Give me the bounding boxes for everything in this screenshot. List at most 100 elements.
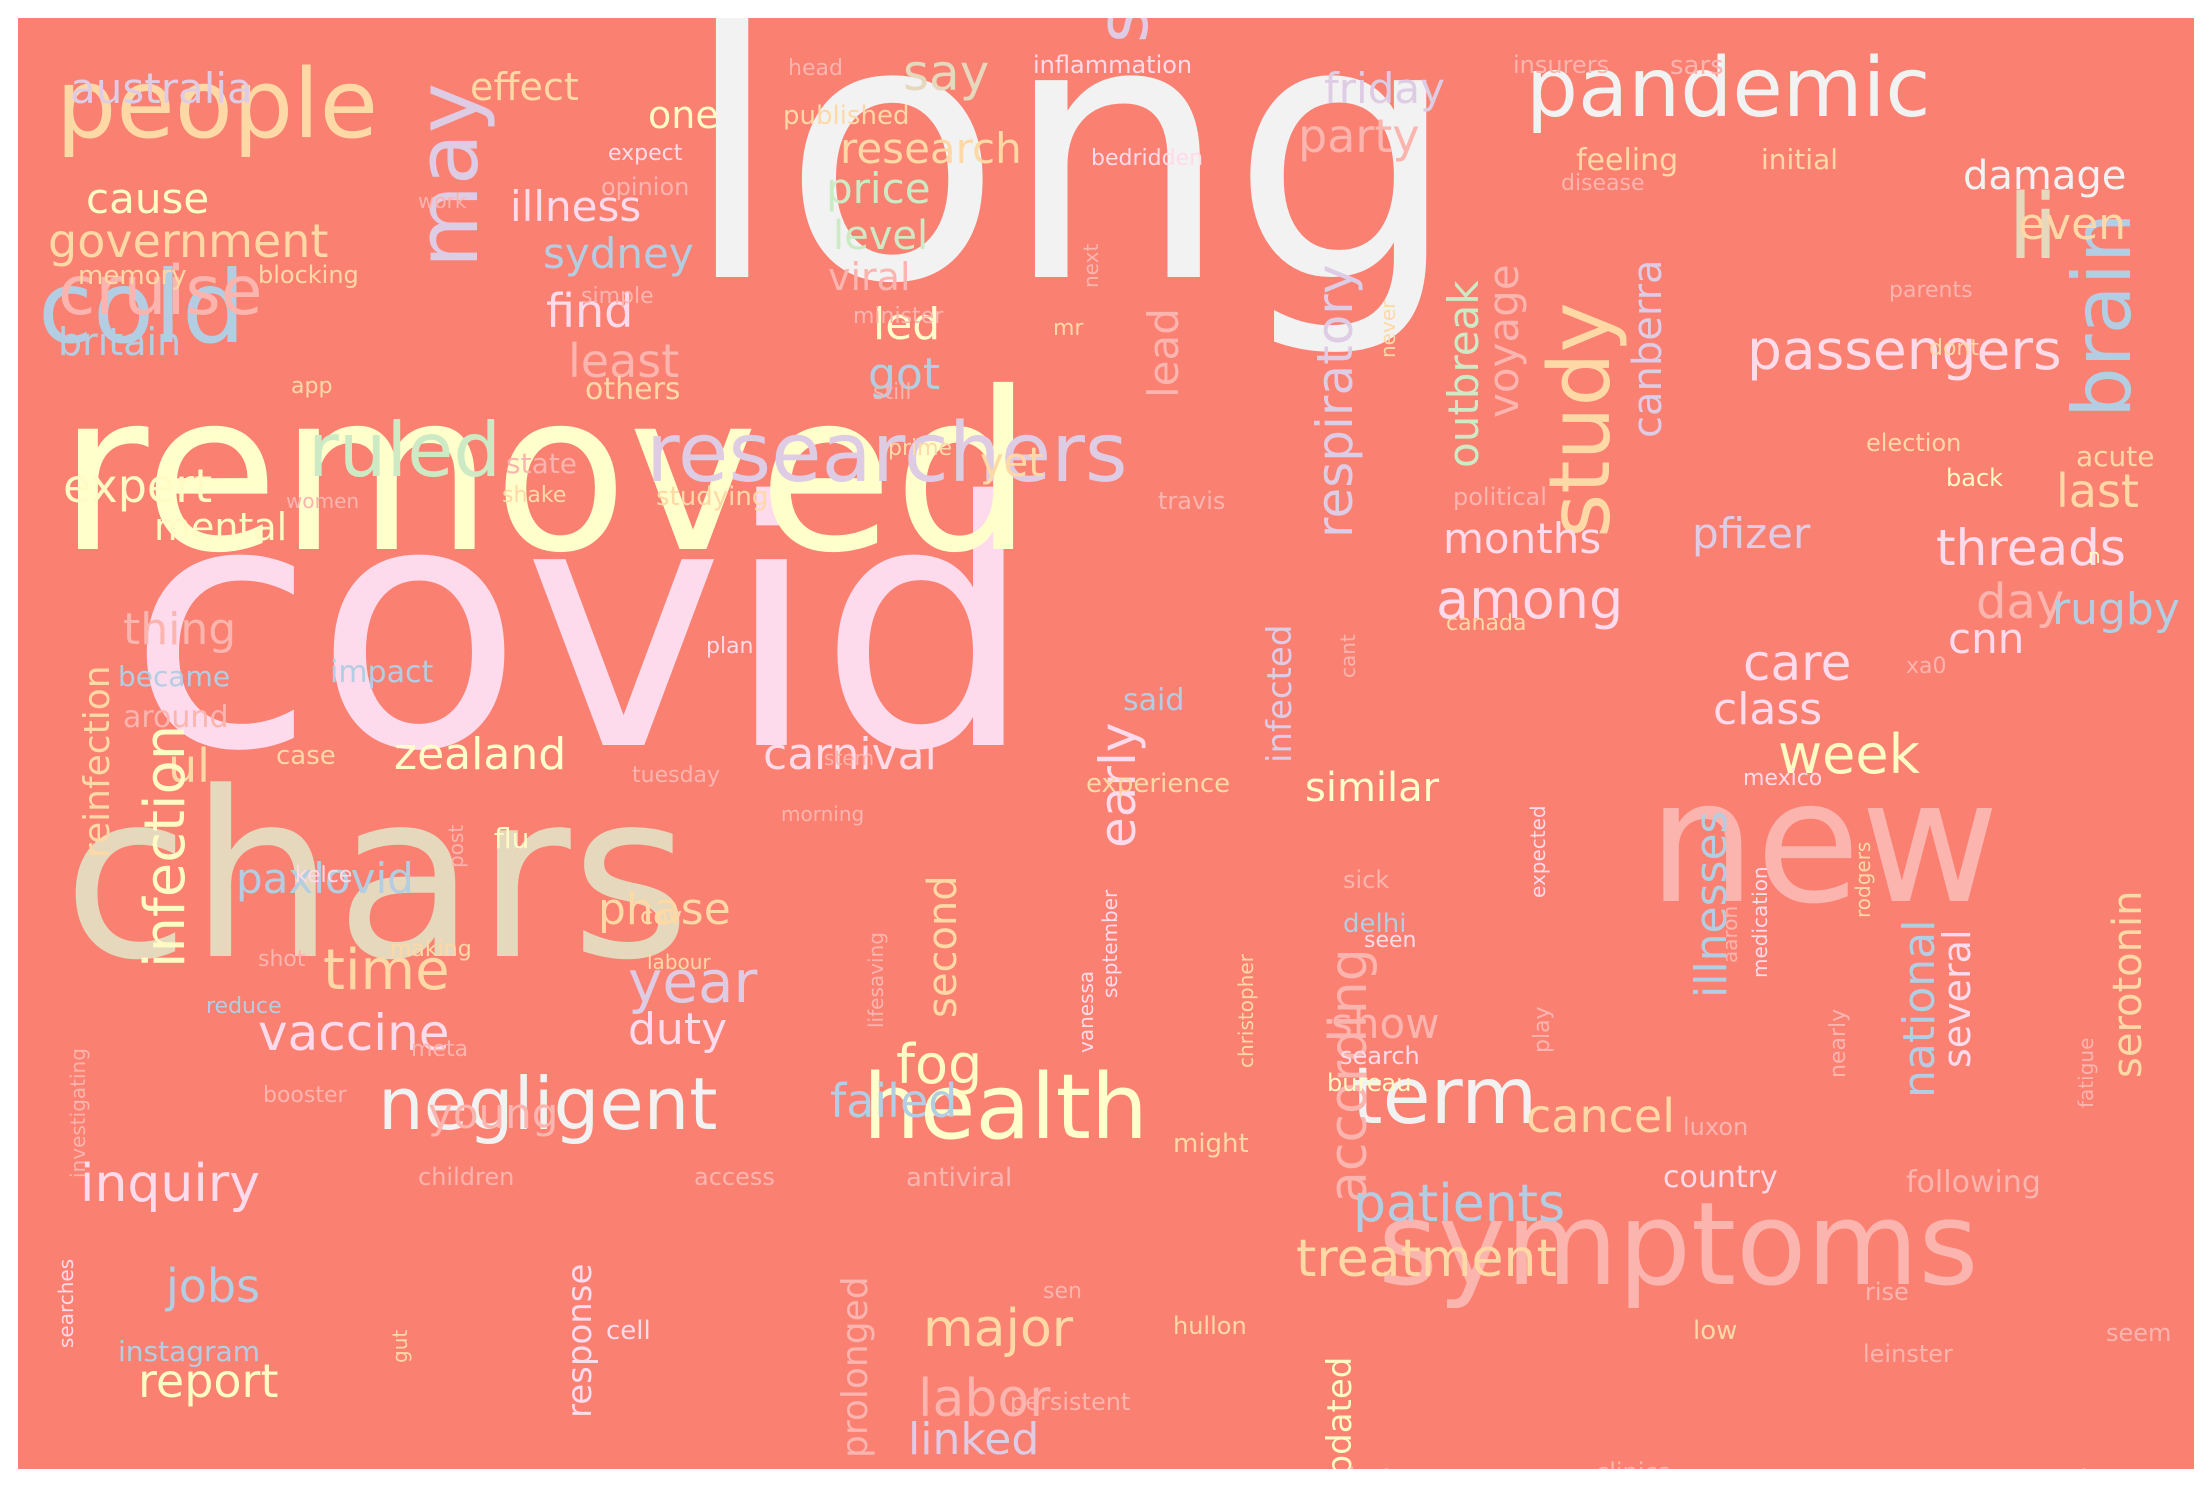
word-voyage: voyage [1479, 264, 1528, 418]
word-seen: seen [1364, 928, 1417, 953]
word-pfizer: pfizer [1692, 509, 1811, 558]
word-damage: damage [1963, 153, 2127, 199]
word-thing: thing [123, 604, 237, 655]
word-report: report [138, 1354, 279, 1408]
word-luxon: luxon [1683, 1113, 1749, 1141]
word-inflammation: inflammation [1033, 51, 1193, 79]
word-antiviral: antiviral [906, 1163, 1013, 1193]
word-duty: duty [628, 1004, 728, 1055]
word-meta: meta [411, 1037, 469, 1062]
word-aaron: aaron [1718, 905, 1742, 963]
word-flu: flu [494, 822, 530, 855]
word-initial: initial [1761, 143, 1838, 176]
word-disease: disease [1561, 171, 1645, 196]
word-effect: effect [470, 65, 579, 109]
word-canada: canada [1446, 611, 1527, 636]
word-impact: impact [330, 655, 434, 690]
word-mr: mr [1053, 316, 1084, 341]
word-access: access [694, 1163, 775, 1191]
word-sick: sick [1343, 866, 1390, 894]
word-illnesses: illnesses [1686, 810, 1737, 998]
word-memory: memory [78, 261, 187, 291]
word-labor: labor [918, 1369, 1051, 1429]
word-cause: cause [86, 174, 210, 223]
word-hullon: hullon [1173, 1312, 1247, 1340]
word-one: one [648, 93, 719, 137]
word-clinics: clinics [1596, 1460, 1670, 1469]
word-studying: studying [656, 482, 769, 512]
word-mexico: mexico [1743, 766, 1823, 791]
word-time: time [323, 938, 450, 1003]
word-prolonged: prolonged [835, 1276, 876, 1458]
word-searches: searches [54, 1258, 78, 1348]
word-medication: medication [1748, 866, 1772, 978]
word-tuesday: tuesday [632, 763, 721, 788]
word-australia: australia [70, 64, 253, 113]
word-sen: sen [1043, 1279, 1082, 1304]
word-simple: simple [581, 284, 654, 309]
word-expected: expected [1526, 805, 1550, 898]
word-carnival: carnival [763, 729, 937, 780]
word-symptoms: symptoms [1378, 1178, 1979, 1312]
word-class: class [1713, 684, 1823, 735]
word-fog: fog [896, 1033, 983, 1096]
word-failed: failed [830, 1074, 958, 1128]
word-mental: mental [154, 505, 288, 549]
word-months: months [1443, 514, 1602, 563]
word-christopher: christopher [1234, 954, 1258, 1068]
word-children: children [418, 1163, 515, 1191]
word-rodgers: rodgers [1851, 841, 1875, 918]
word-instagram: instagram [118, 1335, 260, 1368]
word-expert: expert [63, 459, 213, 513]
word-several: several [1935, 929, 1979, 1068]
word-ruled: ruled [308, 406, 501, 494]
word-new: new [1648, 744, 2000, 942]
word-say: say [903, 44, 990, 102]
word-threads: threads [1936, 519, 2126, 577]
word-lead: lead [1139, 308, 1188, 398]
word-opinion: opinion [601, 173, 690, 201]
word-university: university [2190, 1030, 2194, 1228]
word-paxlovid: paxlovid [236, 854, 414, 903]
word-viral: viral [828, 255, 911, 299]
word-covid: covid [128, 430, 1035, 826]
word-post: post [444, 824, 468, 868]
word-yet: yet [980, 440, 1044, 486]
word-election: election [1866, 429, 1962, 457]
word-reinfection: reinfection [77, 665, 118, 858]
word-shot: shot [258, 947, 306, 972]
word-political: political [1453, 483, 1547, 511]
word-rise: rise [1865, 1278, 1909, 1306]
word-september: september [1098, 889, 1122, 998]
word-sars: sars [1670, 51, 1724, 81]
word-delhi: delhi [1343, 909, 1407, 939]
word-even: even [2018, 199, 2127, 250]
word-vanessa: vanessa [1074, 970, 1098, 1053]
word-acute: acute [2076, 440, 2155, 473]
word-health: health [863, 1055, 1148, 1160]
word-fatigue: fatigue [2074, 1037, 2098, 1108]
word-got: got [868, 349, 941, 400]
word-may: may [399, 82, 498, 268]
word-low: low [1693, 1316, 1738, 1346]
word-inquiry: inquiry [80, 1154, 260, 1214]
word-dont: dont [1929, 336, 1979, 361]
word-serotonin: serotonin [2105, 890, 2151, 1078]
word-zealand: zealand [394, 729, 567, 780]
word-friday: friday [1324, 64, 1445, 113]
word-women: women [286, 489, 360, 513]
word-results: results [1708, 1468, 1788, 1469]
word-young: young [428, 1089, 559, 1138]
word-illness: illness [510, 182, 642, 231]
word-insurers: insurers [1513, 51, 1610, 79]
word-blocking: blocking [258, 261, 359, 289]
word-booster: booster [263, 1083, 347, 1108]
word-similar: similar [1305, 765, 1440, 811]
word-long: long [682, 18, 1459, 362]
word-day: day [1976, 574, 2065, 630]
word-major: major [923, 1299, 1074, 1359]
word-li: li [2008, 175, 2059, 280]
word-year: year [628, 948, 758, 1016]
word-country: country [1663, 1160, 1778, 1195]
word-reduce: reduce [206, 994, 282, 1019]
